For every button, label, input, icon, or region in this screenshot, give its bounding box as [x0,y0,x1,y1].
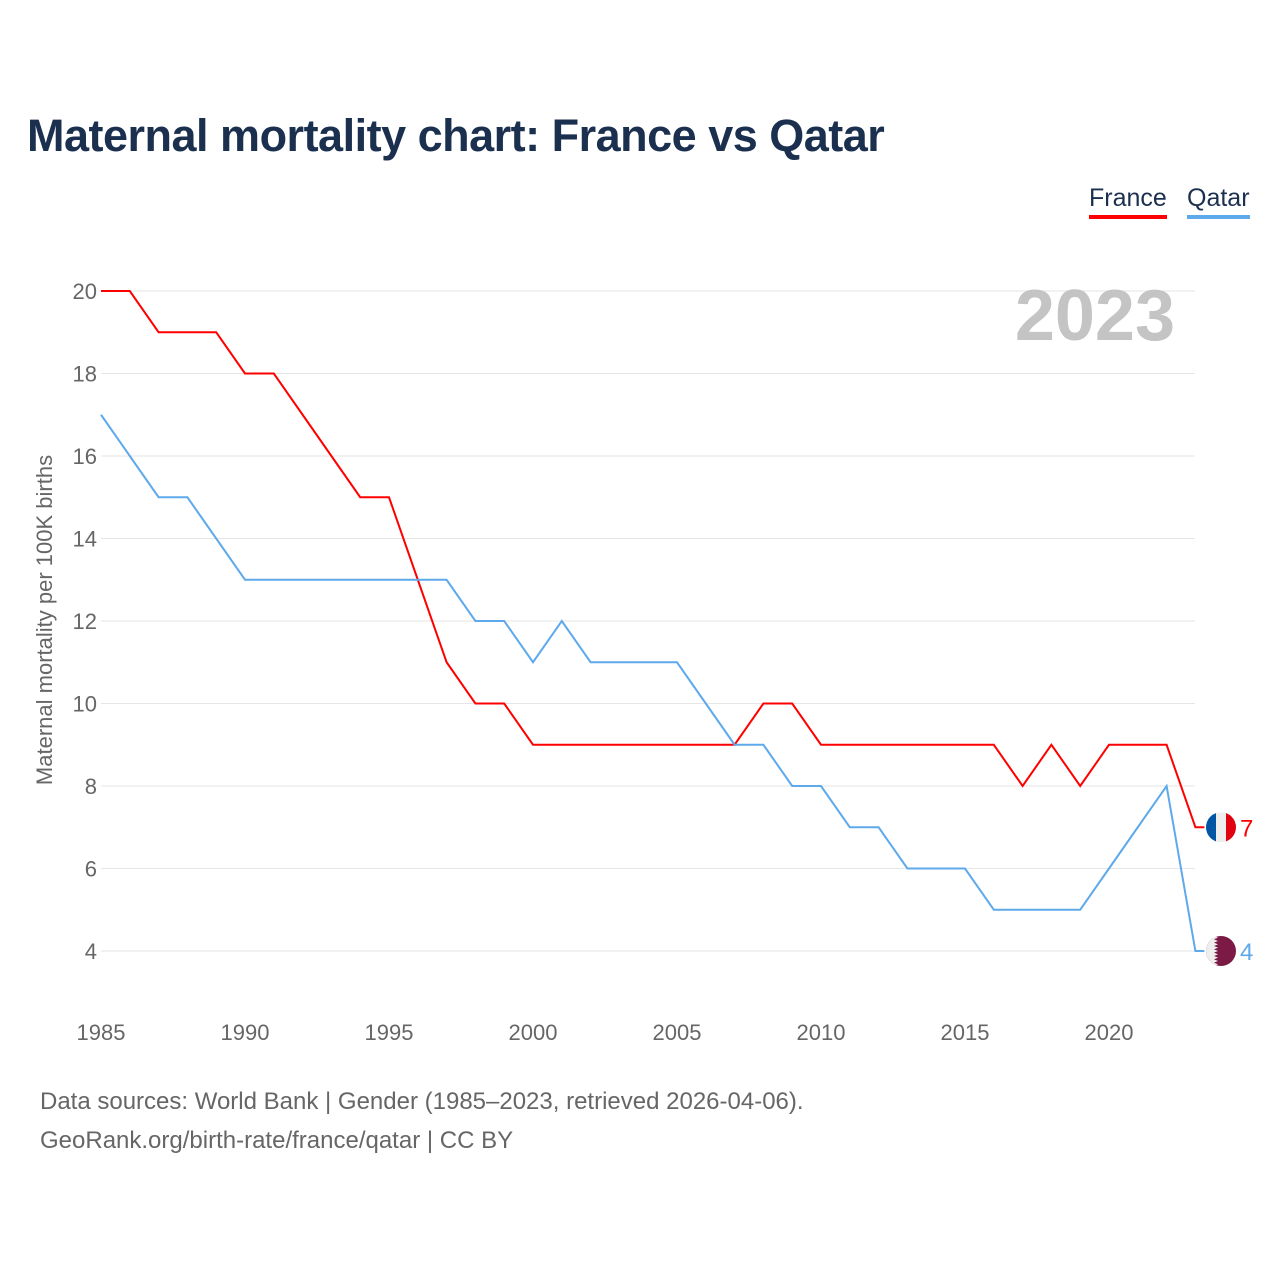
france-flag-icon [1206,812,1236,843]
chart-title: Maternal mortality chart: France vs Qata… [27,110,885,161]
x-tick-label: 1985 [77,1020,126,1045]
legend-france[interactable]: France [1089,184,1167,219]
x-tick-label: 2010 [797,1020,846,1045]
x-tick-label: 1995 [365,1020,414,1045]
x-tick-label: 1990 [221,1020,270,1045]
x-tick-label: 2015 [941,1020,990,1045]
footer-sources: Data sources: World Bank | Gender (1985–… [40,1088,804,1115]
y-tick-label: 4 [85,939,97,964]
y-tick-label: 12 [73,609,97,634]
series-line-qatar [100,414,1205,952]
y-tick-label: 20 [73,279,97,304]
y-tick-label: 16 [73,444,97,469]
legend-qatar[interactable]: Qatar [1187,184,1250,219]
end-value-label-france: 7 [1240,815,1253,842]
y-tick-label: 10 [73,692,97,717]
end-value-label-qatar: 4 [1240,939,1253,966]
footer-link[interactable]: GeoRank.org/birth-rate/france/qatar | CC… [40,1127,514,1154]
year-label: 2023 [1015,276,1175,356]
y-tick-label: 18 [73,362,97,387]
x-tick-label: 2005 [653,1020,702,1045]
qatar-flag-icon [1206,936,1236,966]
y-tick-label: 6 [85,857,97,882]
y-axis-label: Maternal mortality per 100K births [32,455,57,785]
series-line-france [101,290,1205,829]
y-tick-label: 14 [73,527,97,552]
x-tick-label: 2000 [509,1020,558,1045]
y-tick-label: 8 [85,774,97,799]
x-tick-label: 2020 [1085,1020,1134,1045]
